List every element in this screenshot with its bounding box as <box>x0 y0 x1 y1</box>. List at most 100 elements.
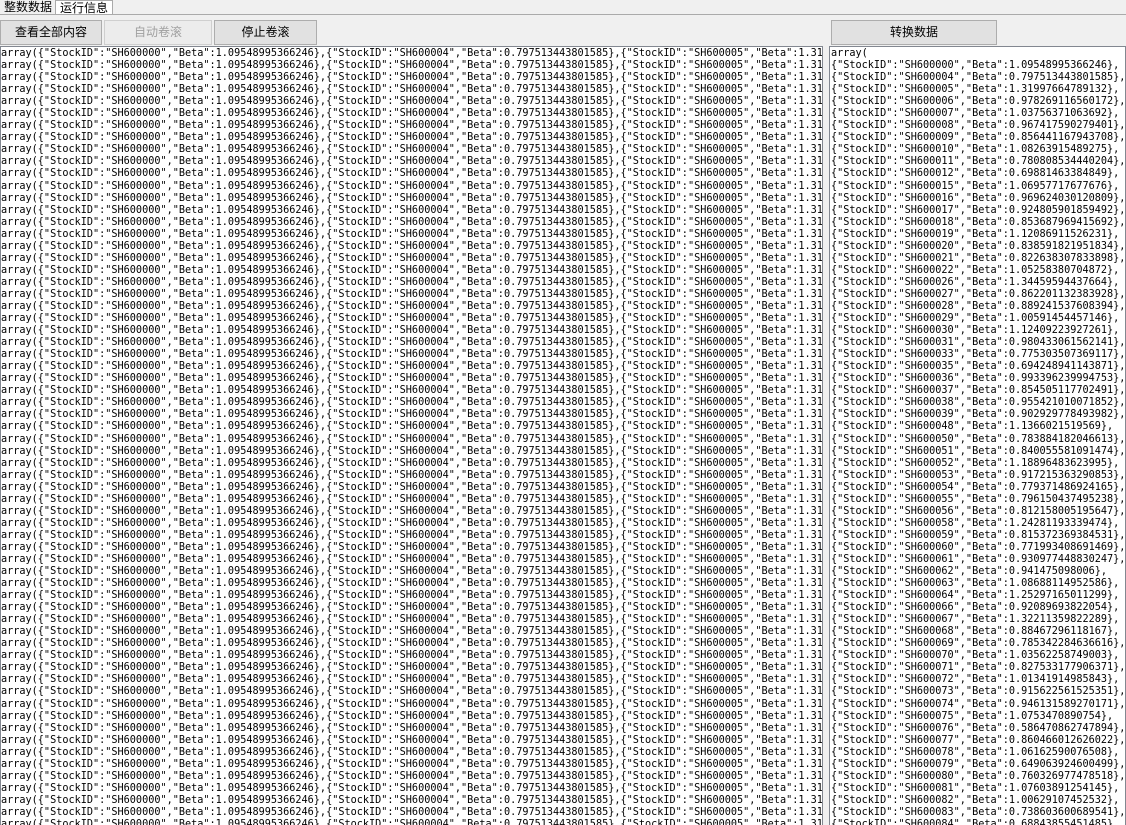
text-line: {"StockID":"SH600080","Beta":0.760326977… <box>831 770 1126 782</box>
text-line: {"StockID":"SH600000","Beta":1.095489953… <box>831 60 1120 72</box>
text-line: {"StockID":"SH600033","Beta":0.775303507… <box>831 349 1126 361</box>
text-line: array({"StockID":"SH600000","Beta":1.095… <box>1 240 823 252</box>
text-line: array({"StockID":"SH600000","Beta":1.095… <box>1 686 823 698</box>
text-line: array({"StockID":"SH600000","Beta":1.095… <box>1 204 823 216</box>
text-line: {"StockID":"SH600022","Beta":1.052583807… <box>831 264 1120 276</box>
text-line: {"StockID":"SH600006","Beta":0.978269116… <box>831 96 1126 108</box>
text-line: array({"StockID":"SH600000","Beta":1.095… <box>1 758 823 770</box>
text-line: {"StockID":"SH600063","Beta":1.086881149… <box>831 578 1120 590</box>
text-line: array({"StockID":"SH600000","Beta":1.095… <box>1 144 823 156</box>
text-line: {"StockID":"SH600004","Beta":0.797513443… <box>831 72 1126 84</box>
text-line: array({"StockID":"SH600000","Beta":1.095… <box>1 421 823 433</box>
text-line: {"StockID":"SH600008","Beta":0.967417590… <box>831 120 1126 132</box>
text-line: {"StockID":"SH600064","Beta":1.252971650… <box>831 590 1120 602</box>
text-line: array({"StockID":"SH600000","Beta":1.095… <box>1 529 823 541</box>
text-line: {"StockID":"SH600051","Beta":0.840055581… <box>831 445 1126 457</box>
text-line: {"StockID":"SH600071","Beta":0.827533177… <box>831 662 1126 674</box>
text-line: {"StockID":"SH600084","Beta":0.688438554… <box>831 819 1120 825</box>
tab-active[interactable]: 运行信息 <box>55 0 114 15</box>
text-line: {"StockID":"SH600027","Beta":0.862201132… <box>831 288 1126 300</box>
text-line: array({"StockID":"SH600000","Beta":1.095… <box>1 168 823 180</box>
text-line: {"StockID":"SH600037","Beta":0.854505117… <box>831 385 1126 397</box>
text-line: array({"StockID":"SH600000","Beta":1.095… <box>1 349 823 361</box>
text-line: array( <box>831 48 868 59</box>
text-line: {"StockID":"SH600067","Beta":1.322113598… <box>831 614 1120 626</box>
text-line: array({"StockID":"SH600000","Beta":1.095… <box>1 650 823 662</box>
text-line: {"StockID":"SH600030","Beta":1.124092239… <box>831 325 1120 337</box>
log-text-area[interactable]: array({"StockID":"SH600000","Beta":1.095… <box>0 46 823 825</box>
text-line: {"StockID":"SH600028","Beta":0.889241537… <box>831 300 1126 312</box>
text-line: {"StockID":"SH600062","Beta":0.941475098… <box>831 566 1108 578</box>
text-line: {"StockID":"SH600072","Beta":1.013419149… <box>831 674 1120 686</box>
text-line: array({"StockID":"SH600000","Beta":1.095… <box>1 578 823 590</box>
text-line: {"StockID":"SH600078","Beta":1.061625900… <box>831 746 1120 758</box>
text-line: {"StockID":"SH600038","Beta":0.955421010… <box>831 397 1126 409</box>
text-line: array({"StockID":"SH600000","Beta":1.095… <box>1 96 823 108</box>
text-line: {"StockID":"SH600029","Beta":1.005914544… <box>831 313 1120 325</box>
text-line: array({"StockID":"SH600000","Beta":1.095… <box>1 108 823 120</box>
text-line: array({"StockID":"SH600000","Beta":1.095… <box>1 481 823 493</box>
text-line: array({"StockID":"SH600000","Beta":1.095… <box>1 602 823 614</box>
tab[interactable]: 整数数据 <box>4 0 53 14</box>
text-line: array({"StockID":"SH600000","Beta":1.095… <box>1 252 823 264</box>
text-line: {"StockID":"SH600035","Beta":0.694248941… <box>831 361 1126 373</box>
text-line: {"StockID":"SH600010","Beta":1.082639154… <box>831 144 1120 156</box>
text-line: {"StockID":"SH600031","Beta":0.980433061… <box>831 337 1126 349</box>
text-line: {"StockID":"SH600021","Beta":0.822638307… <box>831 252 1126 264</box>
text-line: {"StockID":"SH600026","Beta":1.344595944… <box>831 276 1120 288</box>
text-line: {"StockID":"SH600056","Beta":0.812158005… <box>831 505 1126 517</box>
text-line: {"StockID":"SH600039","Beta":0.902929778… <box>831 409 1126 421</box>
text-line: array({"StockID":"SH600000","Beta":1.095… <box>1 409 823 421</box>
text-line: array({"StockID":"SH600000","Beta":1.095… <box>1 710 823 722</box>
text-line: array({"StockID":"SH600000","Beta":1.095… <box>1 505 823 517</box>
button[interactable]: 查看全部内容 <box>0 20 102 45</box>
text-line: {"StockID":"SH600059","Beta":0.815372369… <box>831 529 1126 541</box>
text-line: {"StockID":"SH600079","Beta":0.649063924… <box>831 758 1126 770</box>
text-line: {"StockID":"SH600066","Beta":0.920896938… <box>831 602 1120 614</box>
text-line: array({"StockID":"SH600000","Beta":1.095… <box>1 493 823 505</box>
text-line: {"StockID":"SH600069","Beta":0.785342284… <box>831 638 1126 650</box>
result-text-area[interactable]: array({"StockID":"SH600000","Beta":1.095… <box>829 46 1126 825</box>
text-line: {"StockID":"SH600074","Beta":0.946131589… <box>831 698 1126 710</box>
text-line: array({"StockID":"SH600000","Beta":1.095… <box>1 770 823 782</box>
text-line: array({"StockID":"SH600000","Beta":1.095… <box>1 228 823 240</box>
text-line: array({"StockID":"SH600000","Beta":1.095… <box>1 819 823 825</box>
text-line: array({"StockID":"SH600000","Beta":1.095… <box>1 156 823 168</box>
text-line: array({"StockID":"SH600000","Beta":1.095… <box>1 566 823 578</box>
text-line: {"StockID":"SH600017","Beta":0.924805901… <box>831 204 1126 216</box>
text-line: {"StockID":"SH600011","Beta":0.780808534… <box>831 156 1126 168</box>
text-line: {"StockID":"SH600075","Beta":1.075347089… <box>831 710 1114 722</box>
text-line: array({"StockID":"SH600000","Beta":1.095… <box>1 60 823 72</box>
text-line: array({"StockID":"SH600000","Beta":1.095… <box>1 614 823 626</box>
text-line: array({"StockID":"SH600000","Beta":1.095… <box>1 361 823 373</box>
text-line: {"StockID":"SH600007","Beta":1.037563710… <box>831 108 1120 120</box>
button[interactable]: 停止卷滚 <box>214 20 317 45</box>
text-line: array({"StockID":"SH600000","Beta":1.095… <box>1 48 823 59</box>
text-line: {"StockID":"SH600082","Beta":1.006291074… <box>831 794 1120 806</box>
text-line: array({"StockID":"SH600000","Beta":1.095… <box>1 373 823 385</box>
text-line: {"StockID":"SH600077","Beta":0.860466012… <box>831 734 1126 746</box>
text-line: {"StockID":"SH600036","Beta":0.993396239… <box>831 373 1126 385</box>
text-line: array({"StockID":"SH600000","Beta":1.095… <box>1 72 823 84</box>
text-line: array({"StockID":"SH600000","Beta":1.095… <box>1 806 823 818</box>
button[interactable]: 转换数据 <box>831 20 997 45</box>
text-line: {"StockID":"SH600081","Beta":1.076038912… <box>831 782 1120 794</box>
text-line: array({"StockID":"SH600000","Beta":1.095… <box>1 469 823 481</box>
text-line: {"StockID":"SH600054","Beta":0.779371486… <box>831 481 1126 493</box>
text-line: {"StockID":"SH600061","Beta":0.930977448… <box>831 553 1126 565</box>
text-line: array({"StockID":"SH600000","Beta":1.095… <box>1 457 823 469</box>
text-line: array({"StockID":"SH600000","Beta":1.095… <box>1 541 823 553</box>
text-line: {"StockID":"SH600048","Beta":1.136602151… <box>831 421 1114 433</box>
text-line: {"StockID":"SH600055","Beta":0.796150437… <box>831 493 1126 505</box>
text-line: {"StockID":"SH600050","Beta":0.783884182… <box>831 433 1126 445</box>
text-line: array({"StockID":"SH600000","Beta":1.095… <box>1 84 823 96</box>
text-line: array({"StockID":"SH600000","Beta":1.095… <box>1 626 823 638</box>
text-line: array({"StockID":"SH600000","Beta":1.095… <box>1 288 823 300</box>
text-line: array({"StockID":"SH600000","Beta":1.095… <box>1 337 823 349</box>
text-line: array({"StockID":"SH600000","Beta":1.095… <box>1 132 823 144</box>
text-line: array({"StockID":"SH600000","Beta":1.095… <box>1 325 823 337</box>
text-line: array({"StockID":"SH600000","Beta":1.095… <box>1 264 823 276</box>
text-line: array({"StockID":"SH600000","Beta":1.095… <box>1 517 823 529</box>
text-line: {"StockID":"SH600020","Beta":0.838591821… <box>831 240 1126 252</box>
